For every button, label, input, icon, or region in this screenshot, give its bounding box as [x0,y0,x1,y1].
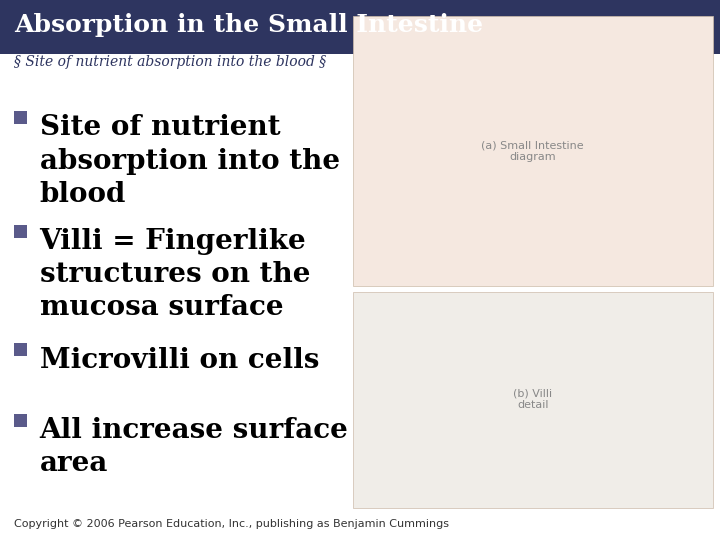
FancyBboxPatch shape [14,111,27,124]
Text: (b) Villi
detail: (b) Villi detail [513,389,552,410]
Text: Villi = Fingerlike
structures on the
mucosa surface: Villi = Fingerlike structures on the muc… [40,228,310,321]
FancyBboxPatch shape [14,343,27,356]
FancyBboxPatch shape [14,414,27,427]
Text: (a) Small Intestine
diagram: (a) Small Intestine diagram [482,140,584,162]
Text: Site of nutrient
absorption into the
blood: Site of nutrient absorption into the blo… [40,114,340,208]
Text: Absorption in the Small Intestine: Absorption in the Small Intestine [14,14,484,37]
FancyBboxPatch shape [0,0,720,54]
Text: Copyright © 2006 Pearson Education, Inc., publishing as Benjamin Cummings: Copyright © 2006 Pearson Education, Inc.… [14,519,449,529]
FancyBboxPatch shape [14,225,27,238]
Text: § Site of nutrient absorption into the blood §: § Site of nutrient absorption into the b… [14,55,327,69]
FancyBboxPatch shape [353,292,713,508]
Text: Microvilli on cells: Microvilli on cells [40,347,319,374]
Text: All increase surface
area: All increase surface area [40,417,348,477]
FancyBboxPatch shape [353,16,713,286]
